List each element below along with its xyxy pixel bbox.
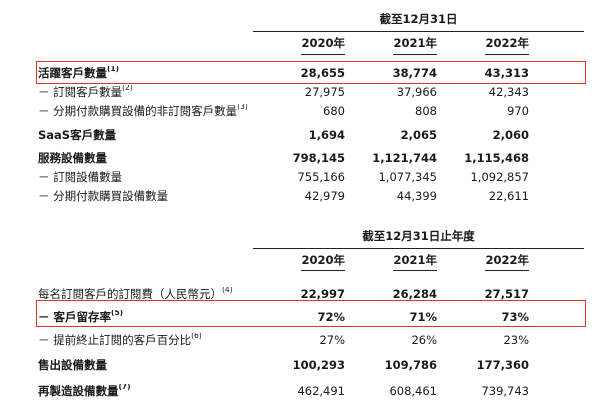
row-label-text: － 分期付款購買設備的非訂閱客戶數量 xyxy=(38,104,238,118)
row-label: SaaS客戶數量 xyxy=(38,128,253,144)
cell-value: 26,284 xyxy=(392,286,437,301)
row-label: － 客戶留存率(5) xyxy=(38,310,253,326)
customer-metrics-table: 截至12月31日 2020年 2021年 2022年 活躍客戶數量(1) 28,6… xyxy=(36,12,586,205)
table-row: 服務設備數量 798,145 1,121,744 1,115,468 xyxy=(38,148,584,167)
cell-value: 42,343 xyxy=(488,85,529,99)
cell-value: 100,293 xyxy=(292,357,345,372)
row-label: 每名訂閱客戶的訂閱費（人民幣元）(4) xyxy=(38,287,253,303)
cell-value: 608,461 xyxy=(389,383,437,398)
period-header-row: 截至12月31日 xyxy=(38,12,584,32)
row-label-text: 售出設備數量 xyxy=(38,357,107,372)
footnote-marker: (7) xyxy=(118,383,131,391)
annual-metrics-table: 截至12月31日止年度 2020年 2021年 2022年 每名訂閱客戶的訂閱費… xyxy=(36,229,586,400)
year-header-2021: 2021年 xyxy=(345,36,437,55)
row-label-text: 再製造設備數量 xyxy=(38,383,119,398)
row-label: － 分期付款購買設備數量 xyxy=(38,189,253,205)
cell-value: 23% xyxy=(503,332,529,347)
year-header-2022: 2022年 xyxy=(437,253,529,272)
row-label: － 提前終止訂閱的客戶百分比(6) xyxy=(38,333,253,349)
row-label-text: SaaS客戶數量 xyxy=(38,128,117,142)
cell-value: 755,166 xyxy=(297,170,345,184)
year-header-2022: 2022年 xyxy=(437,36,529,55)
row-label: － 訂閱客戶數量(2) xyxy=(38,85,253,101)
footnote-marker: (1) xyxy=(107,66,120,73)
footnote-marker: (6) xyxy=(191,332,202,340)
cell-value: 109,786 xyxy=(384,357,437,372)
table-body: 活躍客戶數量(1) 28,655 38,774 43,313 － 訂閱客戶數量(2) 27… xyxy=(36,60,586,205)
table-body: 每名訂閱客戶的訂閱費（人民幣元）(4) 22,997 26,284 27,517 － 客… xyxy=(36,279,586,399)
year-header-2020: 2020年 xyxy=(253,253,345,272)
table-row: 售出設備數量 100,293 109,786 177,360 xyxy=(38,350,584,373)
cell-value: 680 xyxy=(323,104,345,118)
footnote-marker: (3) xyxy=(237,104,248,111)
year-header-2021: 2021年 xyxy=(345,253,437,272)
cell-value: 2,065 xyxy=(400,128,437,142)
cell-value: 462,491 xyxy=(297,383,345,398)
row-label-text: 活躍客戶數量 xyxy=(38,66,107,80)
cell-value: 43,313 xyxy=(484,66,529,80)
row-label-text: 每名訂閱客戶的訂閱費（人民幣元） xyxy=(38,286,222,301)
cell-value: 1,694 xyxy=(308,128,345,142)
cell-value: 42,979 xyxy=(304,189,345,203)
period-header: 截至12月31日 xyxy=(253,12,584,32)
period-header-row: 截至12月31日止年度 xyxy=(38,229,584,249)
table-row: － 分期付款購買設備數量 42,979 44,399 22,611 xyxy=(38,186,584,205)
row-label-text: － 分期付款購買設備數量 xyxy=(38,189,169,203)
cell-value: 27,517 xyxy=(484,286,529,301)
row-label: － 分期付款購買設備的非訂閱客戶數量(3) xyxy=(38,104,253,120)
row-label-text: － 訂閱客戶數量 xyxy=(38,85,123,99)
cell-value: 72% xyxy=(317,309,345,324)
table-row: － 提前終止訂閱的客戶百分比(6) 27% 26% 23% xyxy=(38,325,584,348)
row-label: 再製造設備數量(7) xyxy=(38,384,253,400)
cell-value: 1,077,345 xyxy=(378,170,437,184)
year-header-row: 2020年 2021年 2022年 xyxy=(38,36,584,55)
cell-value: 1,121,744 xyxy=(372,151,437,165)
cell-value: 22,611 xyxy=(488,189,529,203)
cell-value: 2,060 xyxy=(492,128,529,142)
period-header-text: 截至12月31日止年度 xyxy=(362,229,475,243)
year-header-row: 2020年 2021年 2022年 xyxy=(38,253,584,272)
row-label-text: 服務設備數量 xyxy=(38,151,107,165)
table-row: 每名訂閱客戶的訂閱費（人民幣元）(4) 22,997 26,284 27,517 xyxy=(38,279,584,302)
cell-value: 27,975 xyxy=(304,85,345,99)
cell-value: 177,360 xyxy=(476,357,529,372)
cell-value: 38,774 xyxy=(392,66,437,80)
row-label: 售出設備數量 xyxy=(38,358,253,374)
cell-value: 37,966 xyxy=(396,85,437,99)
footnote-marker: (2) xyxy=(122,85,133,92)
row-label: － 訂閱設備數量 xyxy=(38,170,253,186)
cell-value: 1,115,468 xyxy=(464,151,529,165)
cell-value: 71% xyxy=(409,309,437,324)
cell-value: 739,743 xyxy=(481,383,529,398)
cell-value: 73% xyxy=(501,309,529,324)
row-label: 服務設備數量 xyxy=(38,151,253,167)
table-row: 再製造設備數量(7) 462,491 608,461 739,743 xyxy=(38,376,584,399)
cell-value: 970 xyxy=(507,104,529,118)
row-label-text: － 訂閱設備數量 xyxy=(38,170,123,184)
cell-value: 808 xyxy=(415,104,437,118)
year-header-2020: 2020年 xyxy=(253,36,345,55)
cell-value: 22,997 xyxy=(300,286,345,301)
row-label-text: － 客戶留存率 xyxy=(38,309,112,324)
period-header: 截至12月31日止年度 xyxy=(253,229,584,249)
footnote-marker: (4) xyxy=(222,286,233,294)
table-row-highlighted: － 客戶留存率(5) 72% 71% 73% xyxy=(36,300,586,328)
table-row-highlighted: 活躍客戶數量(1) 28,655 38,774 43,313 xyxy=(36,60,586,84)
row-label: 活躍客戶數量(1) xyxy=(38,66,253,82)
cell-value: 798,145 xyxy=(292,151,345,165)
cell-value: 28,655 xyxy=(300,66,345,80)
table-row: SaaS客戶數量 1,694 2,065 2,060 xyxy=(38,125,584,144)
table-row: － 分期付款購買設備的非訂閱客戶數量(3) 680 808 970 xyxy=(38,101,584,120)
cell-value: 27% xyxy=(319,332,345,347)
cell-value: 44,399 xyxy=(396,189,437,203)
period-header-text: 截至12月31日 xyxy=(379,12,458,27)
table-row: － 訂閱客戶數量(2) 27,975 37,966 42,343 xyxy=(38,82,584,101)
row-label-text: － 提前終止訂閱的客戶百分比 xyxy=(38,332,192,347)
cell-value: 26% xyxy=(411,332,437,347)
table-row: － 訂閱設備數量 755,166 1,077,345 1,092,857 xyxy=(38,167,584,186)
footnote-marker: (5) xyxy=(111,309,124,317)
cell-value: 1,092,857 xyxy=(470,170,529,184)
